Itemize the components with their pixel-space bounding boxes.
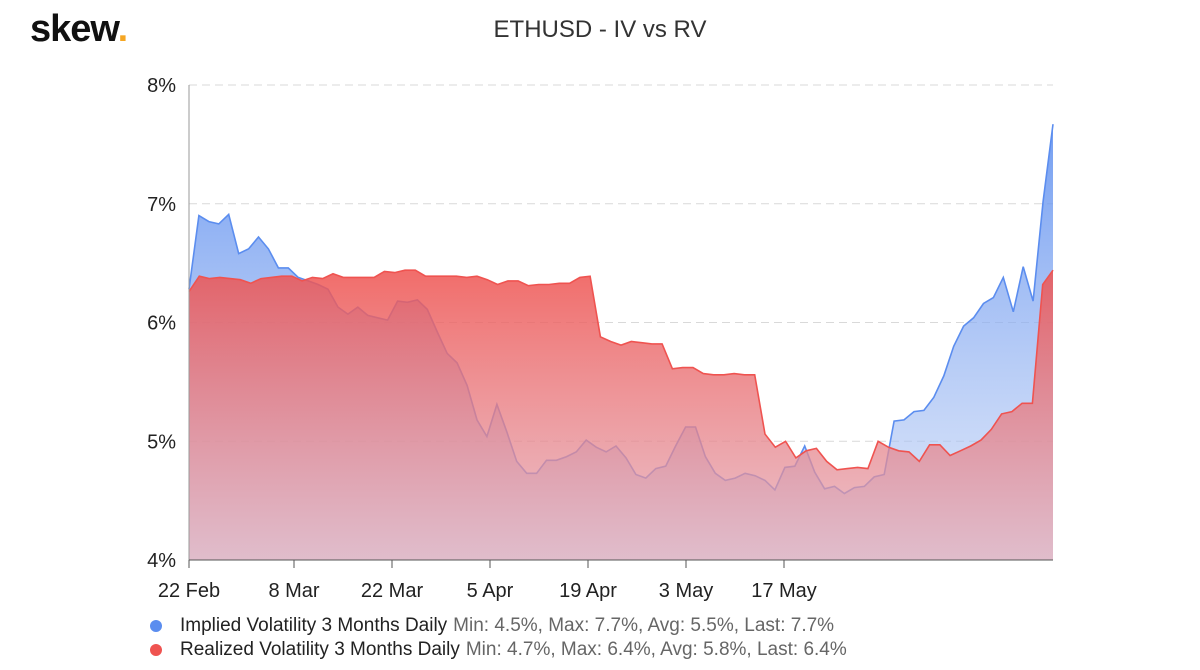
legend-dot-iv <box>150 620 162 632</box>
x-tick-label: 19 Apr <box>559 580 617 602</box>
series-layer <box>188 124 1054 560</box>
chart-title: ETHUSD - IV vs RV <box>493 16 707 43</box>
y-tick-label: 5% <box>147 431 176 453</box>
legend-name-iv: Implied Volatility 3 Months Daily <box>180 615 448 636</box>
legend-item-iv[interactable]: Implied Volatility 3 Months Daily Min: 4… <box>150 614 847 638</box>
legend-stats-iv: Min: 4.5%, Max: 7.7%, Avg: 5.5%, Last: 7… <box>453 615 835 636</box>
y-tick-label: 4% <box>147 550 176 572</box>
x-tick-label: 8 Mar <box>268 580 319 602</box>
legend-item-rv[interactable]: Realized Volatility 3 Months Daily Min: … <box>150 638 847 662</box>
legend-stats-rv: Min: 4.7%, Max: 6.4%, Avg: 5.8%, Last: 6… <box>465 639 847 660</box>
legend-name-rv: Realized Volatility 3 Months Daily <box>180 639 460 660</box>
x-tick-label: 3 May <box>659 580 713 602</box>
y-tick-label: 8% <box>147 75 176 97</box>
axis-layer: 4% 5% 6% 7% 8% 22 Feb 8 Mar 22 Mar 5 Apr 19 Apr 3 … <box>147 75 1053 602</box>
legend: Implied Volatility 3 Months Daily Min: 4… <box>150 614 847 662</box>
x-tick-label: 22 Feb <box>158 580 220 602</box>
x-tick-label: 5 Apr <box>467 580 514 602</box>
legend-dot-rv <box>150 644 162 656</box>
series-line-rv <box>188 269 1054 471</box>
x-tick-label: 17 May <box>751 580 817 602</box>
y-tick-label: 7% <box>147 194 176 216</box>
logo-dot: . <box>117 8 129 50</box>
y-tick-label: 6% <box>147 313 176 335</box>
series-area-rv <box>189 270 1053 560</box>
skew-logo: skew. <box>30 8 129 51</box>
x-tick-label: 22 Mar <box>361 580 424 602</box>
logo-text: skew <box>30 8 119 50</box>
